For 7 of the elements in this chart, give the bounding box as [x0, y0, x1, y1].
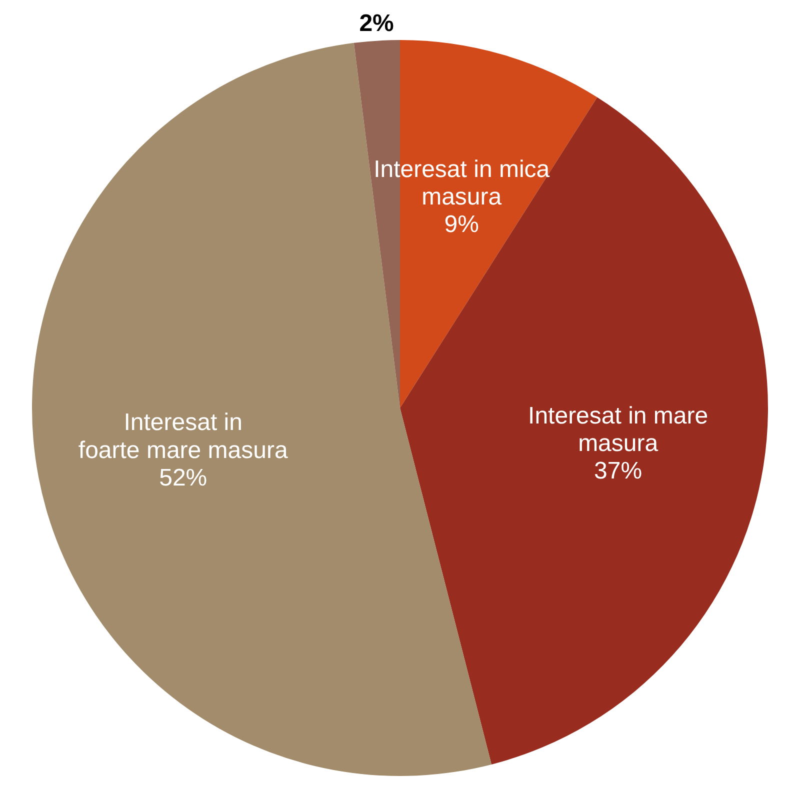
data-label: 9%: [444, 210, 479, 238]
slice-label: Interesat in mica masura: [374, 156, 550, 210]
data-label: 2%: [359, 10, 394, 37]
data-label: 37%: [594, 458, 642, 485]
slice-label: Interesat in foarte mare masura: [78, 409, 288, 464]
slice-label: Interesat in mare masura: [528, 402, 708, 457]
data-label: 52%: [159, 464, 208, 492]
